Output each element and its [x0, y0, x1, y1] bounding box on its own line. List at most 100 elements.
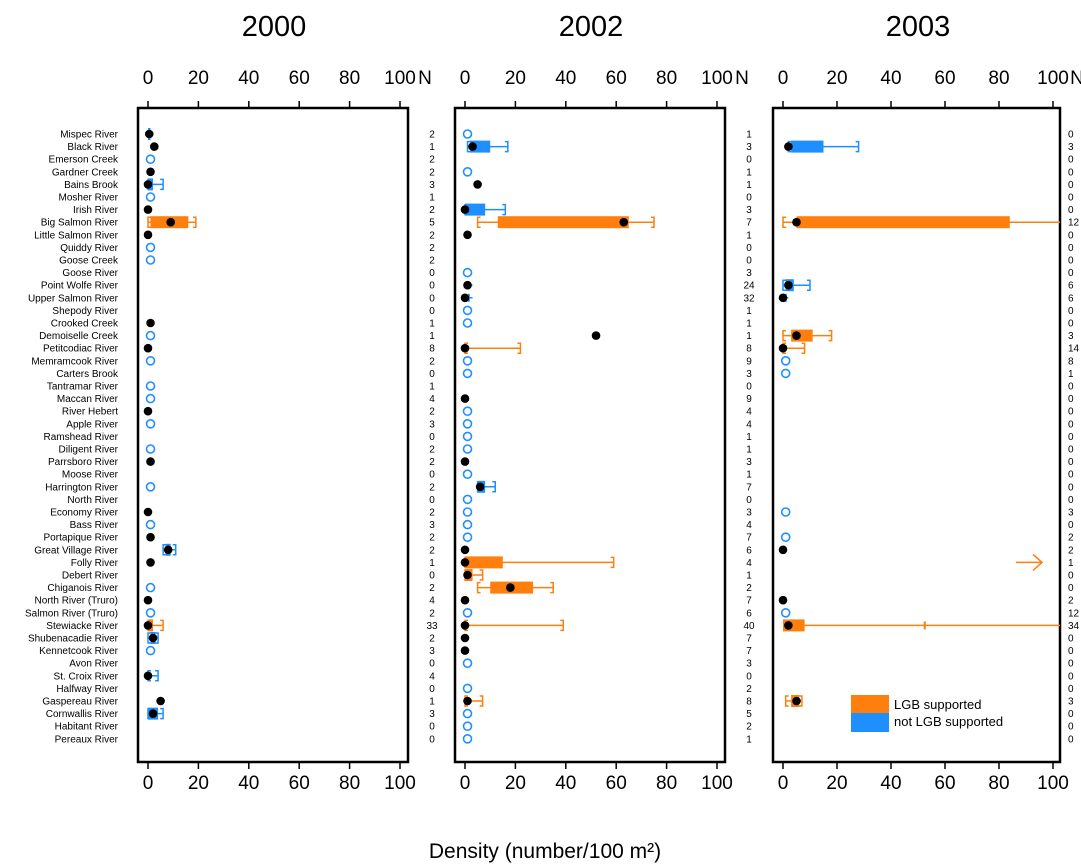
n-value: 0 [429, 722, 435, 733]
zero-point [145, 481, 156, 492]
river-label: North River (Truro) [34, 596, 118, 607]
n-value: 3 [1068, 331, 1074, 342]
median-point [143, 671, 153, 681]
n-value: 0 [429, 659, 435, 670]
river-label: Mispec River [60, 130, 118, 141]
zero-point [462, 406, 473, 417]
zero-point [462, 355, 473, 366]
zero-point [462, 368, 473, 379]
n-value: 0 [1068, 709, 1074, 720]
panel-data [460, 129, 655, 744]
bottom-tick-label: 80 [656, 773, 677, 794]
river-label: Tantramar River [47, 382, 119, 393]
iqr-bar [497, 216, 629, 229]
median-point [460, 293, 470, 303]
n-value: 5 [429, 218, 435, 229]
river-label: Goose Creek [59, 256, 119, 267]
median-point [146, 532, 155, 542]
n-value: 7 [746, 646, 752, 657]
n-value: 0 [1068, 432, 1074, 443]
river-label: Diligent River [59, 445, 119, 456]
median-point [148, 633, 158, 643]
n-value: 1 [746, 230, 752, 241]
n-value: 6 [746, 545, 752, 556]
zero-point [462, 607, 473, 618]
median-point [143, 180, 153, 189]
panel-title: 2003 [886, 11, 951, 43]
n-value: 2 [429, 634, 435, 645]
error-cap-left [162, 544, 167, 556]
median-point [150, 142, 159, 151]
error-cap-right [160, 619, 164, 632]
river-label: Upper Salmon River [28, 293, 119, 304]
n-value: 34 [1068, 621, 1080, 632]
river-label: Gaspereau River [42, 697, 118, 708]
median-point [460, 205, 470, 214]
n-value: 5 [746, 709, 752, 720]
off-scale-arrow [1016, 553, 1044, 571]
river-label: Goose River [62, 268, 118, 279]
n-value: 0 [1068, 193, 1074, 204]
median-point [460, 545, 470, 555]
n-value: 0 [429, 470, 435, 481]
n-value: 12 [1068, 218, 1080, 229]
median-point [792, 217, 801, 227]
n-value: 0 [1068, 155, 1074, 166]
zero-point [145, 255, 156, 265]
bottom-tick-label: 60 [934, 773, 955, 794]
n-value: 0 [1068, 167, 1074, 178]
n-value: 14 [1068, 344, 1080, 355]
river-label: Chiganois River [47, 583, 118, 594]
n-value: 1 [746, 319, 752, 330]
river-label: Crooked Creek [51, 319, 119, 330]
river-label: Maccan River [57, 394, 119, 405]
median-point [591, 331, 601, 340]
error-cap-left [147, 632, 151, 644]
legend-label-not-lgb: not LGB supported [894, 714, 1003, 729]
river-label: Habitant River [55, 722, 119, 733]
n-value: 0 [1068, 445, 1074, 456]
n-value: 6 [746, 608, 752, 619]
top-tick-label: 60 [606, 68, 627, 89]
n-value: 3 [429, 419, 435, 430]
n-value: 3 [746, 268, 752, 279]
top-tick-label: 100 [1037, 68, 1069, 89]
n-value: 4 [429, 394, 435, 405]
river-label: Demoiselle Creek [39, 331, 119, 342]
n-value: 0 [1068, 482, 1074, 493]
top-tick-label: 40 [555, 68, 576, 89]
n-value: 2 [746, 684, 752, 695]
n-value: 2 [429, 407, 435, 418]
n-value: 0 [1068, 205, 1074, 216]
n-value: 1 [746, 432, 752, 443]
n-value: 2 [429, 205, 435, 216]
error-cap-left [147, 216, 151, 228]
n-value: 7 [746, 482, 752, 493]
n-value: 0 [1068, 722, 1074, 733]
bottom-tick-label: 0 [778, 773, 789, 794]
error-cap-right [172, 544, 177, 556]
river-label: Ramshead River [44, 432, 119, 443]
n-value: 3 [746, 142, 752, 153]
zero-point [145, 607, 156, 618]
bottom-tick-label: 60 [289, 773, 310, 794]
n-value: 0 [1068, 256, 1074, 267]
n-value: 0 [1068, 583, 1074, 594]
river-label: Black River [67, 142, 118, 153]
n-value: 2 [429, 230, 435, 241]
n-value: 1 [746, 306, 752, 317]
error-cap-left [784, 695, 789, 707]
n-value: 3 [1068, 508, 1074, 519]
bottom-tick-label: 40 [555, 773, 576, 794]
n-value: 2 [429, 583, 435, 594]
n-value: 2 [429, 256, 435, 267]
n-value: 0 [1068, 407, 1074, 418]
top-tick-label: 100 [384, 68, 416, 89]
river-label: River Hebert [62, 407, 118, 418]
n-value: 4 [746, 558, 752, 569]
river-label: Salmon River (Truro) [25, 608, 118, 619]
river-label: Big Salmon River [41, 218, 119, 229]
median-point [778, 545, 788, 555]
bottom-tick-label: 80 [339, 773, 360, 794]
zero-point [462, 444, 473, 454]
